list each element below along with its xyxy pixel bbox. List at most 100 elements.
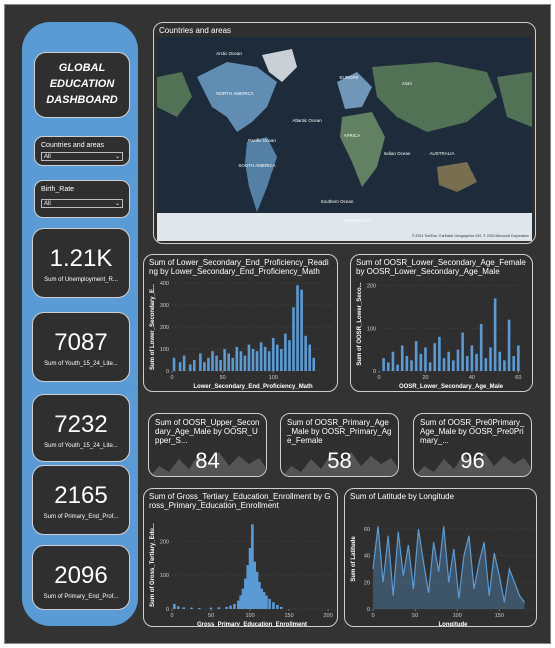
- x-axis-label: Lower_Secondary_End_Proficiency_Math: [193, 384, 313, 390]
- chart-panel: Sum of Latitude by Longitude 0 20 40 60 0 50 10…: [344, 488, 537, 627]
- y-tick-label: 200: [160, 325, 169, 331]
- map: Arctic Ocean ASIA EUROPE NORTH AMERICA Atlan…: [157, 37, 532, 241]
- y-axis-label: Sum of Gross_Tertiary_Edu...: [150, 523, 156, 607]
- y-tick-label: 400: [160, 281, 169, 287]
- bar: [304, 335, 307, 371]
- x-tick-label: 0: [170, 375, 173, 381]
- map-label: ASIA: [402, 81, 412, 86]
- y-tick-label: 20: [364, 580, 370, 586]
- bar: [386, 362, 390, 371]
- y-tick-label: 100: [160, 573, 169, 579]
- bar: [259, 342, 263, 371]
- dropdown-value: All: [44, 154, 51, 160]
- bar: [182, 607, 186, 609]
- card-label: Sum of OOSR_Pre0Primary_Age_Male by OOSR…: [420, 418, 525, 445]
- bar: [300, 289, 303, 371]
- card-label: Sum of OOSR_Upper_Secondary_Age_Male by …: [155, 418, 260, 445]
- map-label: EUROPE: [339, 75, 358, 80]
- bar: [503, 360, 506, 371]
- bar: [207, 357, 210, 371]
- chart-panel: Sum of Lower_Secondary_End_Proficiency_R…: [143, 254, 338, 392]
- bar: [280, 349, 283, 371]
- sparkline-bg: [150, 452, 266, 476]
- x-tick-label: 0: [377, 375, 380, 381]
- slicer-dropdown[interactable]: All ⌄: [41, 199, 123, 208]
- bar: [251, 524, 254, 609]
- chart: 0 100 200 0 50 100 150 200 Sum of Gross_Tertiary…: [150, 523, 333, 626]
- chart-title: Sum of OOSR_Lower_Secondary_Age_Female b…: [356, 258, 526, 276]
- x-axis-label: OOSR_Lower_Secondary_Age_Male: [399, 384, 504, 390]
- map-panel: Countries and areas Arctic Ocean ASIA EUROP…: [153, 22, 536, 244]
- chart: 0 100 200 300 400 0 50 100 Sum of Lower_Secondar…: [150, 281, 334, 390]
- bar: [247, 344, 251, 371]
- sparkline-area: [415, 452, 531, 476]
- map-label: Indian Ocean: [384, 151, 411, 156]
- bar: [288, 340, 291, 371]
- bar: [267, 351, 271, 371]
- bar: [231, 357, 235, 371]
- bar: [272, 602, 275, 609]
- bar: [172, 357, 176, 371]
- x-tick-label: 50: [412, 613, 418, 619]
- y-tick-label: 60: [364, 527, 370, 533]
- map-label: AFRICA: [344, 133, 361, 138]
- bar: [465, 356, 469, 371]
- bar: [246, 565, 250, 609]
- sparkline-area: [150, 452, 266, 476]
- card-value: 96: [460, 448, 485, 473]
- y-tick-label: 300: [160, 303, 169, 309]
- map-label: Arctic Ocean: [216, 51, 242, 56]
- kpi-card: 7087 Sum of Youth_15_24_Lite...: [32, 312, 130, 382]
- chart-panel: Sum of Gross_Tertiary_Education_Enrollme…: [143, 488, 338, 627]
- x-tick-label: 100: [453, 613, 462, 619]
- y-axis-label: Sum of Lower_Secondary_E...: [150, 284, 156, 370]
- slicer-dropdown[interactable]: All ⌄: [41, 152, 123, 161]
- x-tick-label: 100: [269, 375, 278, 381]
- bar: [507, 319, 511, 371]
- map-label: SOUTH AMERICA: [238, 163, 275, 168]
- x-tick-label: 50: [220, 375, 226, 381]
- x-tick-label: 100: [245, 613, 254, 619]
- bar: [227, 353, 230, 371]
- slicer: Birth_Rate All ⌄: [34, 180, 130, 218]
- map-label: Atlantic Ocean: [292, 118, 322, 123]
- landmass: [497, 72, 532, 127]
- bar: [255, 571, 259, 609]
- x-tick-label: 60: [515, 375, 521, 381]
- x-tick-label: 0: [170, 613, 173, 619]
- bar: [190, 607, 193, 609]
- chart-title: Sum of Latitude by Longitude: [350, 492, 455, 501]
- bar: [225, 606, 228, 609]
- y-axis-label: Sum of OOSR_Lower_Seco...: [357, 282, 363, 366]
- bar: [178, 362, 182, 371]
- bar: [438, 336, 441, 371]
- bar: [233, 603, 236, 609]
- bar: [433, 343, 437, 371]
- bar: [414, 341, 418, 371]
- x-tick-label: 20: [422, 375, 428, 381]
- bar: [229, 605, 232, 609]
- kpi-value: 7087: [54, 329, 108, 356]
- kpi-card: 1.21K Sum of Unemployment_R...: [32, 228, 130, 298]
- landmass: [245, 137, 277, 212]
- landmass: [337, 72, 372, 109]
- kpi-label: Sum of Youth_15_24_Lite...: [44, 361, 118, 367]
- y-tick-label: 0: [373, 369, 376, 375]
- dropdown-arrow: ⌄: [114, 154, 120, 160]
- bar: [308, 344, 311, 371]
- card-label: Sum of OOSR_Primary_Age_Male by OOSR_Pri…: [287, 418, 392, 445]
- dashboard-title: GLOBAL EDUCATION DASHBOARD: [46, 62, 118, 106]
- bar: [456, 349, 460, 371]
- bar: [489, 347, 492, 371]
- bar: [391, 351, 395, 371]
- bar: [219, 360, 222, 371]
- area-fill: [373, 526, 525, 609]
- y-tick-label: 40: [364, 554, 370, 560]
- map-label: Southern Ocean: [321, 199, 354, 204]
- bar: [192, 360, 196, 371]
- bar: [258, 581, 261, 609]
- bar: [255, 351, 259, 371]
- kpi-card: Sum of OOSR_Primary_Age_Male by OOSR_Pri…: [280, 413, 399, 477]
- line: [372, 526, 526, 603]
- bar: [512, 356, 516, 371]
